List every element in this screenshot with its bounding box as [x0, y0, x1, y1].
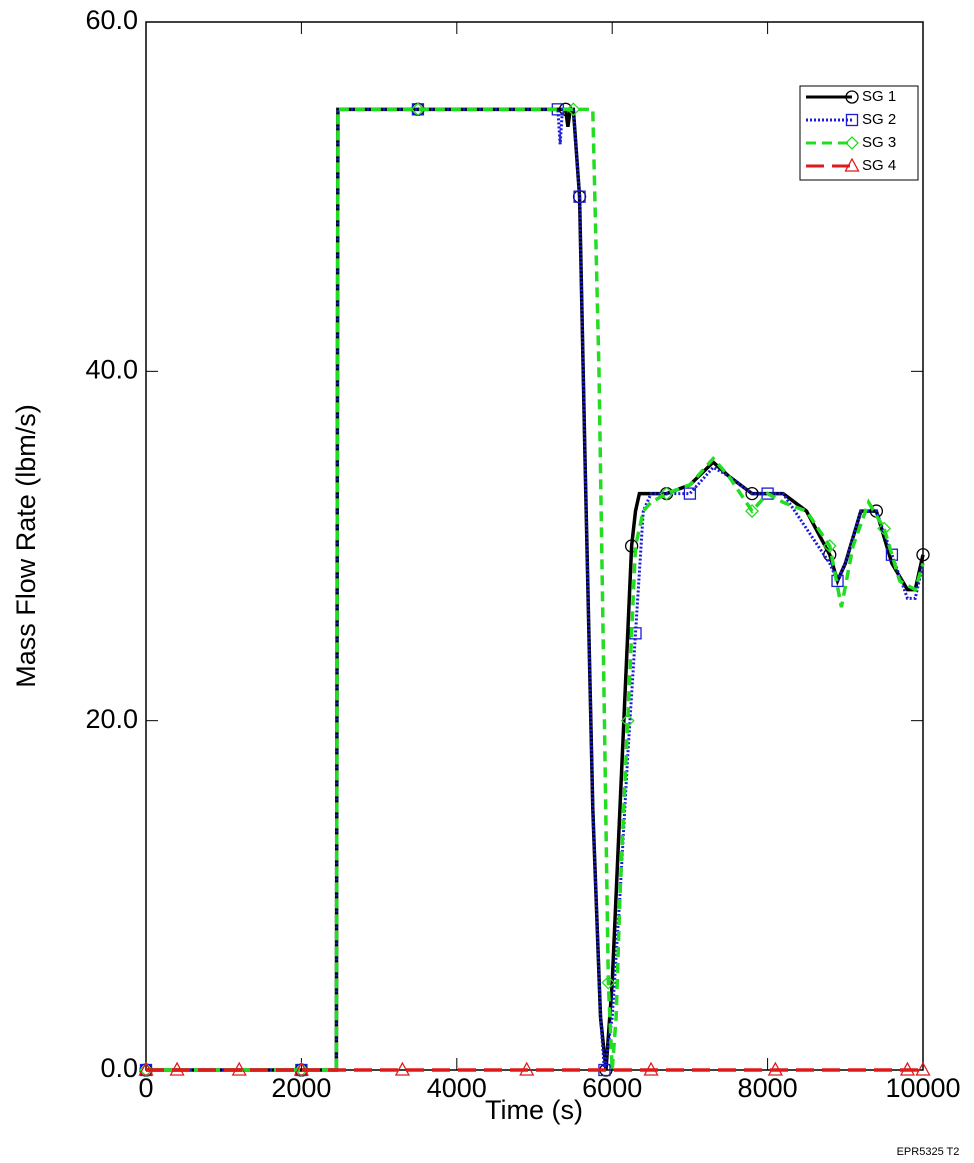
- y-tick-label: 40.0: [85, 354, 138, 384]
- y-tick-label: 60.0: [85, 5, 138, 35]
- marker: [845, 136, 859, 150]
- marker: [519, 1061, 535, 1076]
- y-tick-label: 0.0: [100, 1053, 138, 1083]
- legend-box: [799, 85, 919, 181]
- legend-label: SG 1: [862, 88, 896, 105]
- series-line: [146, 107, 925, 1072]
- marker: [899, 1061, 916, 1076]
- marker: [139, 1063, 153, 1077]
- x-tick-label: 10000: [885, 1073, 960, 1103]
- x-tick-label: 0: [138, 1073, 153, 1103]
- marker: [822, 539, 837, 553]
- marker: [620, 713, 635, 728]
- marker: [916, 548, 930, 562]
- legend-label: SG 3: [862, 134, 896, 151]
- x-tick-label: 8000: [738, 1073, 798, 1103]
- x-tick-label: 4000: [427, 1073, 487, 1103]
- marker: [169, 1061, 185, 1076]
- marker: [831, 574, 844, 588]
- marker: [231, 1061, 247, 1076]
- marker: [844, 157, 860, 172]
- x-tick-label: 6000: [582, 1073, 642, 1103]
- series-line: [146, 107, 925, 1072]
- marker: [845, 113, 859, 127]
- marker: [659, 486, 674, 501]
- y-axis-label: Mass Flow Rate (lbm/s): [11, 404, 41, 688]
- marker: [573, 190, 586, 203]
- marker: [566, 102, 581, 117]
- marker: [767, 1061, 783, 1076]
- marker: [394, 1061, 411, 1076]
- x-tick-label: 2000: [271, 1073, 331, 1103]
- marker: [643, 1061, 659, 1076]
- marker: [601, 975, 616, 990]
- x-axis-label: Time (s): [485, 1095, 583, 1125]
- marker: [745, 486, 759, 501]
- marker: [411, 102, 425, 117]
- marker: [877, 521, 892, 536]
- plot-frame: [145, 21, 924, 1071]
- marker: [761, 487, 774, 500]
- marker: [915, 1061, 931, 1076]
- series-line: [146, 107, 925, 1072]
- annotation: EPR5325 T2: [897, 1146, 960, 1158]
- marker: [683, 487, 697, 500]
- marker: [293, 1061, 309, 1076]
- marker: [138, 1061, 154, 1076]
- y-tick-label: 20.0: [85, 704, 138, 734]
- legend-label: SG 4: [862, 157, 896, 174]
- marker: [745, 504, 759, 518]
- legend-label: SG 2: [862, 111, 896, 128]
- marker: [845, 90, 859, 104]
- marker: [294, 1063, 309, 1077]
- marker: [624, 539, 639, 553]
